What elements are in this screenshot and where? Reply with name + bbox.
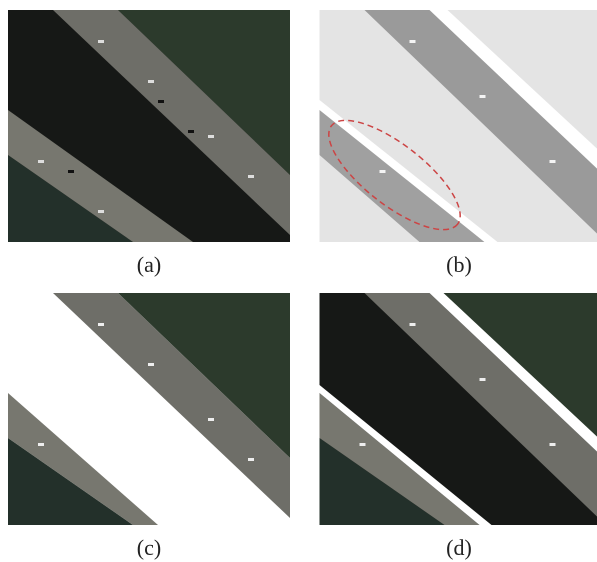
figure: {"panels": [{"caption": "(a)"}, {"captio… <box>0 0 597 562</box>
detected-image <box>318 293 597 525</box>
caption: (d) <box>318 535 597 561</box>
grey-image <box>318 10 597 242</box>
segmented-image <box>8 293 290 525</box>
caption: (c) <box>8 535 290 561</box>
caption: (b) <box>318 252 597 278</box>
aerial-image <box>8 10 290 242</box>
caption: (a) <box>8 252 290 278</box>
